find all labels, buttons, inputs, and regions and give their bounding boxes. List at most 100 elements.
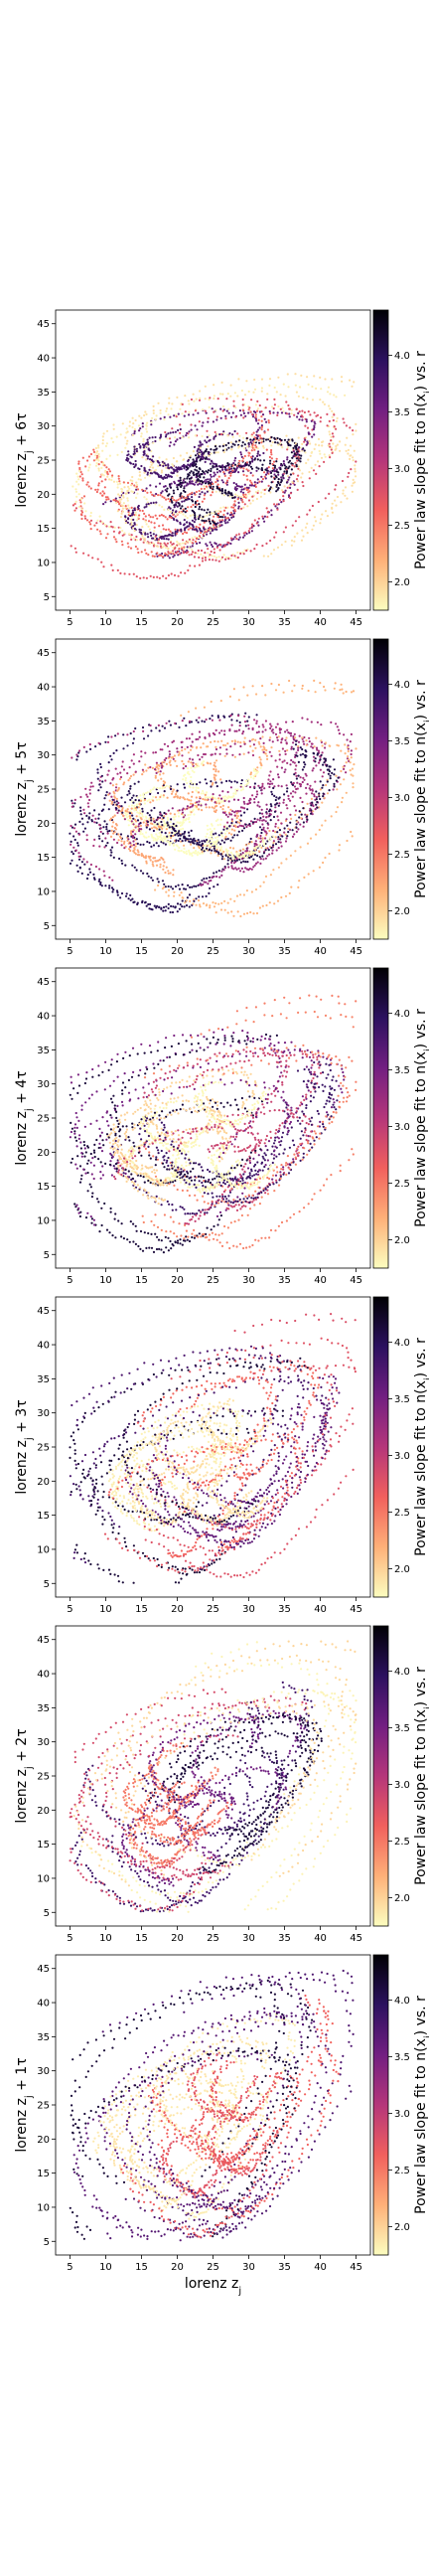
data-point bbox=[227, 519, 231, 522]
data-point bbox=[257, 524, 260, 527]
data-point bbox=[265, 542, 268, 546]
data-point bbox=[248, 460, 251, 464]
data-point bbox=[107, 761, 110, 764]
data-point bbox=[287, 731, 290, 734]
data-point bbox=[256, 861, 259, 864]
data-point bbox=[192, 902, 195, 905]
data-point bbox=[224, 813, 227, 817]
data-point bbox=[153, 494, 156, 497]
data-point bbox=[184, 571, 187, 574]
data-point bbox=[163, 462, 166, 465]
data-point bbox=[147, 554, 150, 557]
data-point bbox=[252, 769, 255, 772]
data-point bbox=[99, 881, 102, 885]
data-point bbox=[168, 752, 172, 756]
data-point bbox=[326, 391, 330, 394]
data-point bbox=[162, 842, 165, 845]
data-point bbox=[208, 398, 211, 402]
data-point bbox=[150, 729, 153, 732]
data-point bbox=[209, 484, 212, 487]
data-point bbox=[141, 488, 144, 491]
data-point bbox=[214, 728, 217, 732]
data-point bbox=[259, 745, 262, 748]
data-point bbox=[221, 516, 224, 519]
data-point bbox=[214, 543, 217, 546]
data-point bbox=[159, 542, 162, 545]
data-point bbox=[263, 488, 266, 492]
data-point bbox=[175, 499, 178, 502]
data-point bbox=[282, 460, 285, 463]
data-point bbox=[94, 458, 97, 461]
data-point bbox=[272, 844, 275, 847]
data-point bbox=[266, 393, 269, 396]
data-point bbox=[184, 511, 187, 514]
data-point bbox=[176, 438, 179, 441]
data-point bbox=[73, 509, 76, 512]
data-point bbox=[102, 503, 105, 506]
data-point bbox=[132, 817, 135, 820]
data-point bbox=[229, 472, 232, 475]
data-point bbox=[209, 904, 212, 907]
data-point bbox=[72, 485, 74, 488]
data-point bbox=[174, 815, 177, 818]
data-point bbox=[171, 496, 174, 500]
data-point bbox=[71, 826, 74, 829]
data-point bbox=[165, 433, 168, 436]
data-point bbox=[273, 398, 276, 401]
data-point bbox=[262, 852, 265, 855]
data-point bbox=[261, 812, 264, 815]
data-point bbox=[110, 564, 113, 566]
data-point bbox=[191, 528, 195, 531]
data-point bbox=[170, 536, 173, 539]
data-point bbox=[192, 839, 195, 842]
data-point bbox=[261, 468, 264, 472]
data-point bbox=[219, 805, 222, 809]
data-point bbox=[119, 527, 122, 530]
data-point bbox=[296, 781, 299, 784]
data-point bbox=[242, 411, 245, 414]
data-point bbox=[100, 774, 103, 777]
data-point bbox=[184, 515, 187, 518]
data-point bbox=[163, 835, 166, 838]
data-point bbox=[149, 484, 152, 487]
data-point bbox=[132, 537, 135, 540]
data-point bbox=[316, 806, 319, 809]
data-point bbox=[307, 383, 310, 386]
data-point bbox=[116, 486, 119, 489]
y-axis-label: lorenz zj + 6τ bbox=[14, 412, 35, 507]
data-point bbox=[232, 504, 235, 507]
data-point bbox=[215, 468, 218, 471]
data-point bbox=[242, 488, 245, 491]
data-point bbox=[215, 785, 218, 788]
data-point bbox=[261, 904, 264, 907]
data-point bbox=[210, 469, 213, 473]
data-point bbox=[237, 715, 240, 718]
data-point bbox=[330, 435, 333, 438]
data-point bbox=[152, 404, 155, 407]
data-point bbox=[205, 529, 208, 532]
data-point bbox=[160, 834, 163, 837]
data-point bbox=[81, 456, 84, 459]
data-point bbox=[344, 394, 347, 397]
data-point bbox=[256, 854, 259, 858]
data-point bbox=[277, 487, 280, 490]
data-point bbox=[112, 838, 115, 841]
data-point bbox=[138, 830, 141, 833]
data-point bbox=[220, 546, 223, 549]
data-point bbox=[102, 432, 105, 435]
data-point bbox=[125, 816, 129, 819]
data-point bbox=[221, 855, 224, 858]
data-point bbox=[70, 824, 72, 828]
data-point bbox=[247, 464, 250, 467]
data-point bbox=[329, 393, 332, 396]
data-point bbox=[341, 380, 344, 383]
data-point bbox=[301, 752, 305, 755]
data-point bbox=[247, 492, 250, 495]
data-point bbox=[137, 551, 140, 555]
data-point bbox=[170, 516, 173, 520]
data-point bbox=[78, 749, 81, 752]
data-point bbox=[197, 448, 200, 451]
data-point bbox=[175, 824, 178, 828]
data-point bbox=[291, 829, 294, 832]
data-point bbox=[165, 905, 168, 908]
